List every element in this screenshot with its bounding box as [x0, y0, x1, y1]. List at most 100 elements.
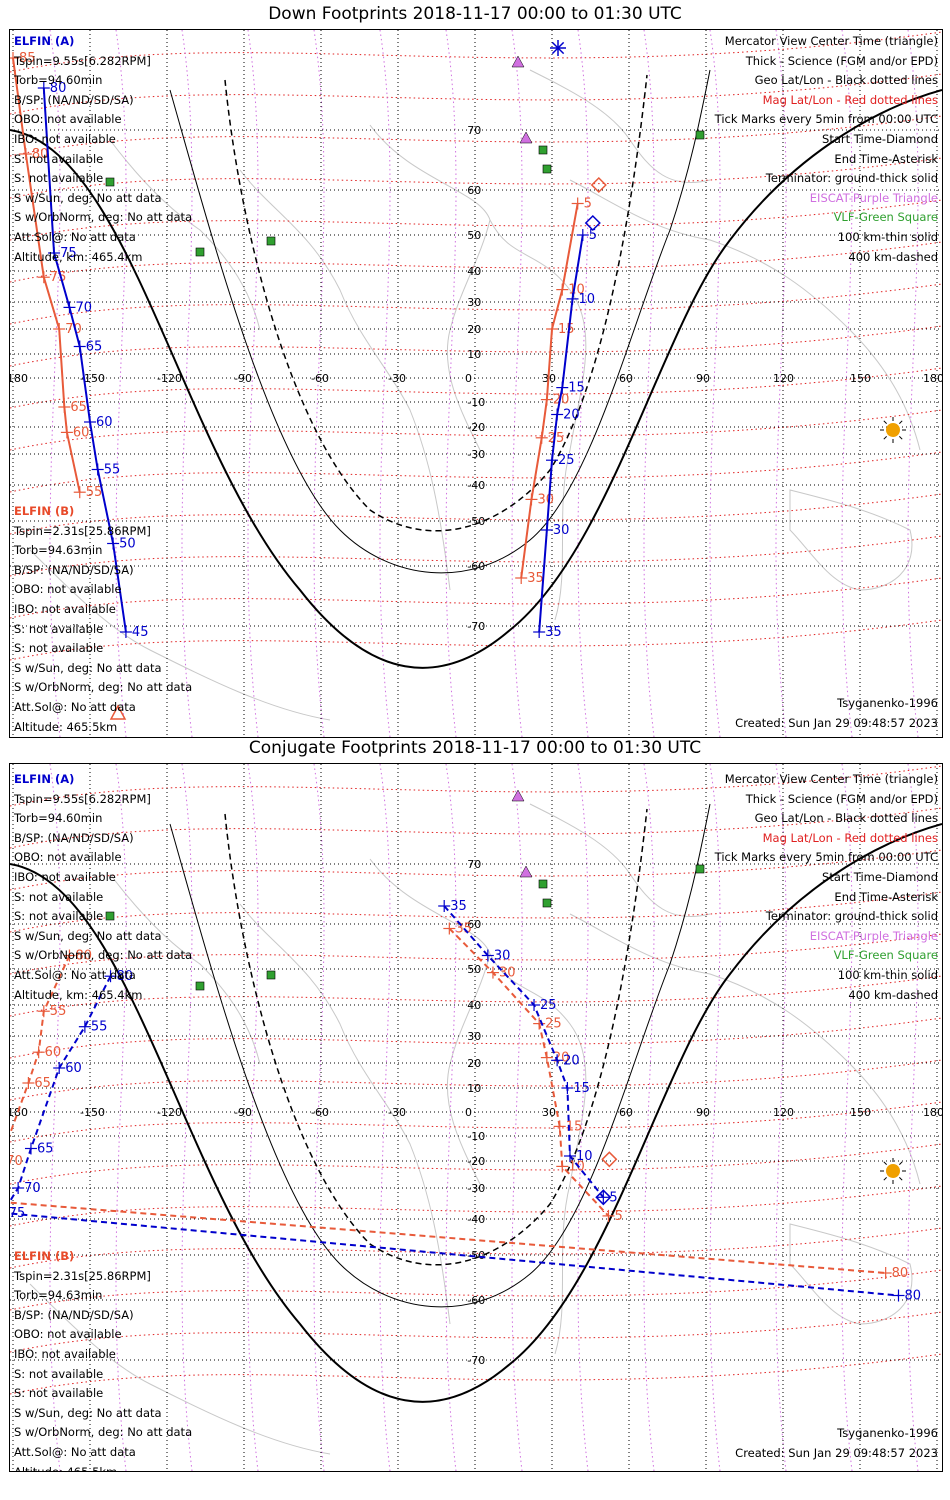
lat-label: -50: [467, 515, 485, 528]
mag-lon-line: [577, 30, 589, 737]
conj-map-canvas: -180 -150 -120 -90 -60 -30 0 30 60 90 120 150 180 70 6…: [10, 764, 942, 1471]
info-line: IBO: not available: [14, 869, 116, 884]
sun-icon: [880, 417, 906, 443]
terminator-100km: [169, 803, 711, 1308]
lon-label: 150: [850, 1106, 871, 1119]
info-line: Att.Sol@: No att data: [14, 229, 136, 244]
sun-ray: [883, 420, 887, 424]
lon-label: 60: [619, 1106, 633, 1119]
legend-item: VLF-Green Square: [833, 210, 938, 225]
vlf-square: [542, 898, 552, 908]
lon-label: 90: [696, 1106, 710, 1119]
info-line: B/SP: (NA/ND/SD/SA): [14, 1307, 134, 1322]
info-line: S w/Sun, deg: No att data: [14, 1405, 162, 1420]
down-legend: Mercator View Center Time (triangle) Thic…: [715, 32, 938, 267]
sun-disc: [886, 1164, 900, 1178]
terminator: [10, 803, 942, 1403]
vlf-square: [695, 130, 705, 140]
legend-item: Thick - Science (FGM and/or EPD): [745, 791, 938, 806]
lon-label: 180: [923, 372, 942, 385]
legend-item: Tick Marks every 5min from 00:00 UTC: [714, 850, 938, 865]
mag-lon-line: [643, 764, 655, 1471]
info-line: B/SP: (NA/ND/SD/SA): [14, 92, 134, 107]
mag-lon-line: [577, 764, 589, 1471]
mag-lon-line: [775, 764, 787, 1471]
tick-label: 75: [50, 270, 67, 285]
mag-lon-line: [247, 764, 259, 1471]
mag-lon-line: [445, 764, 457, 1471]
tick-label: 80: [50, 81, 67, 96]
coastline: [789, 489, 913, 591]
vlf-square: [195, 981, 205, 991]
tick-label: 35: [527, 571, 544, 586]
map-layers: -180 -150 -120 -90 -60 -30 0 30 60 90 120 150 180 70 6…: [10, 764, 942, 1471]
legend-item: 100 km-thin solid: [837, 229, 938, 244]
tick-label: 35: [450, 899, 467, 914]
tick-label: 70: [10, 1154, 23, 1169]
lon-label: 150: [850, 372, 871, 385]
lon-label: -180: [10, 372, 28, 385]
terminator: [10, 69, 942, 669]
elfin-a-header: ELFIN (A): [14, 34, 75, 48]
coastline: [29, 549, 331, 721]
terminator-ground: [10, 89, 942, 669]
down-panel-title: Down Footprints 2018-11-17 00:00 to 01:3…: [268, 4, 682, 24]
info-line: Torb=94.60min: [14, 811, 103, 826]
coastline: [109, 139, 261, 331]
legend-item: Geo Lat/Lon - Black dotted lines: [754, 73, 938, 88]
lat-label: 10: [467, 348, 481, 361]
start-diamond-red: [590, 176, 607, 194]
info-line: S w/Sun, deg: No att data: [14, 928, 162, 943]
mag-lon-grid: [49, 764, 919, 1471]
elfin-b-header: ELFIN (B): [14, 1249, 75, 1263]
lat-label: 60: [467, 184, 481, 197]
tick-label: 70: [24, 1181, 41, 1196]
down-map-canvas: -180 -150 -120 -90 -60 -30 0 30 60 90 120 150 180 70 6…: [10, 30, 942, 737]
legend-item: Start Time-Diamond: [822, 131, 938, 146]
coastlines: [29, 69, 921, 721]
mag-lon-line: [49, 764, 61, 1471]
sun-disc: [886, 423, 900, 437]
legend-item: Thick - Science (FGM and/or EPD): [745, 53, 938, 68]
lat-label: 50: [467, 963, 481, 976]
elfin-b-header: ELFIN (B): [14, 504, 75, 518]
tick-label: 65: [37, 1142, 54, 1157]
mag-lon-line: [511, 764, 523, 1471]
mag-lon-line: [907, 764, 919, 1471]
lon-label: -60: [311, 372, 329, 385]
lon-label: -180: [10, 1106, 28, 1119]
lat-label: -70: [467, 1354, 485, 1367]
info-line: Altitude, km: 465.4km: [14, 987, 143, 1002]
conj-model-label: Tsyganenko-1996: [837, 1426, 938, 1440]
lon-label: -60: [311, 1106, 329, 1119]
sun-ray: [883, 436, 887, 440]
info-line: S w/OrbNorm, deg: No att data: [14, 210, 193, 225]
legend-item: Mag Lat/Lon - Red dotted lines: [762, 830, 938, 845]
lon-label: 30: [542, 1106, 556, 1119]
lat-label: -70: [467, 620, 485, 633]
mag-lon-line: [709, 764, 721, 1471]
info-line: S: not available: [14, 1386, 104, 1401]
terminator-400km: [224, 74, 648, 532]
lon-label: 0: [465, 1106, 472, 1119]
tick-label: 65: [86, 340, 103, 355]
vlf-square: [695, 864, 705, 874]
lon-label: 90: [696, 372, 710, 385]
tick-label: 30: [537, 492, 554, 507]
tick-label: 15: [558, 322, 575, 337]
legend-item: End Time-Asterisk: [834, 889, 938, 904]
info-line: S w/OrbNorm, deg: No att data: [14, 680, 193, 695]
geo-lat-lon-grid: [10, 764, 942, 1471]
tick-label: 30: [553, 523, 570, 538]
legend-item: Geo Lat/Lon - Black dotted lines: [754, 811, 938, 826]
down-model-label: Tsyganenko-1996: [837, 696, 938, 710]
coastline: [369, 124, 587, 621]
elfin-b-track: [42, 87, 127, 633]
info-line: S w/OrbNorm, deg: No att data: [14, 948, 193, 963]
vlf-square: [266, 970, 276, 980]
lat-label: 30: [467, 296, 481, 309]
lon-label: -90: [234, 1106, 252, 1119]
mag-lon-line: [247, 30, 259, 737]
mag-lon-line: [115, 30, 127, 737]
tick-label: 80: [75, 949, 92, 964]
